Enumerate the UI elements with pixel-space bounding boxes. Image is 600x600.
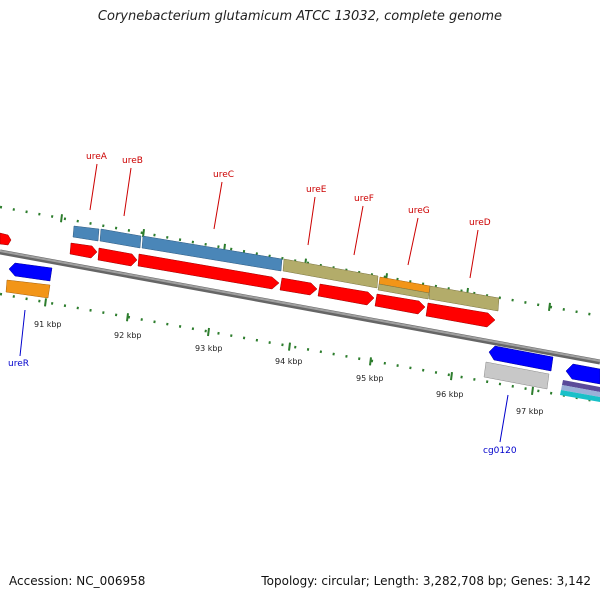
feature-stack-a[interactable] [562,380,600,392]
scale-label: 94 kbp [275,357,303,366]
gene-label-ureG[interactable]: ureG [408,206,430,216]
genome-summary-text: Topology: circular; Length: 3,282,708 bp… [261,574,591,588]
gene-label-ureC[interactable]: ureC [213,170,234,180]
scale-label: 95 kbp [356,374,384,383]
scale-label: 92 kbp [114,331,142,340]
gene-label-ureB[interactable]: ureB [122,156,143,166]
gene-arrow-ureE[interactable] [279,277,318,296]
gene-arrow-right-2[interactable] [565,363,600,385]
inner-tick-track [0,292,600,404]
scale-label: 97 kbp [516,407,544,416]
gene-arrow-ureC[interactable] [137,253,280,290]
major-tick [207,327,210,337]
gene-labels: ureA ureB ureC ureE ureF ureG ureD ureR … [8,152,517,456]
feature-ureE-ureF[interactable] [282,258,379,289]
gene-arrow-ureR[interactable] [8,262,53,282]
major-tick [369,357,372,366]
major-tick [531,386,534,395]
accession-text: Accession: NC_006958 [9,574,146,588]
feature-ureD[interactable] [428,285,500,312]
gene-label-ureR[interactable]: ureR [8,359,29,369]
gene-label-cg0120[interactable]: cg0120 [483,446,517,456]
gene-label-ureE[interactable]: ureE [306,185,327,195]
feature-cg0120[interactable] [483,361,550,390]
gene-label-ureF[interactable]: ureF [354,194,374,204]
scale-label: 91 kbp [34,320,62,329]
forward-genes [0,232,496,328]
gene-arrow-ureB[interactable] [97,247,138,267]
feature-stack-c[interactable] [560,390,600,402]
scale-label: 93 kbp [195,344,223,353]
reverse-genes [5,262,600,402]
major-tick [44,298,47,307]
feature-ureG[interactable] [377,283,430,300]
gene-label-ureD[interactable]: ureD [469,218,491,228]
major-tick [126,313,129,322]
forward-features [72,225,500,312]
major-tick [288,342,291,351]
major-tick [548,302,551,312]
gene-arrow-ureA[interactable] [69,242,98,259]
gene-arrow-ureD[interactable] [425,302,496,328]
scale-label: 96 kbp [436,390,464,399]
major-tick [60,214,63,223]
feature-ureA[interactable] [72,225,100,242]
major-ticks [44,214,551,395]
gene-label-ureA[interactable]: ureA [86,152,108,162]
outer-tick-track [0,205,600,318]
major-tick [450,371,453,381]
label-leaders [19,163,509,443]
feature-ureB[interactable] [99,228,142,249]
feature-ureC[interactable] [141,235,283,272]
genome-backbone [0,249,600,365]
feature-ureR[interactable] [5,279,51,299]
scale-labels: 91 kbp 92 kbp 93 kbp 94 kbp 95 kbp 96 kb… [34,320,544,416]
gene-arrow-right-1[interactable] [488,345,554,372]
map-title: Corynebacterium glutamicum ATCC 13032, c… [97,9,503,24]
gene-arrow-ureG[interactable] [374,293,426,315]
feature-stack-b[interactable] [561,385,600,397]
gene-arrow-ureF[interactable] [317,283,375,306]
gene-arrow[interactable] [0,232,12,246]
